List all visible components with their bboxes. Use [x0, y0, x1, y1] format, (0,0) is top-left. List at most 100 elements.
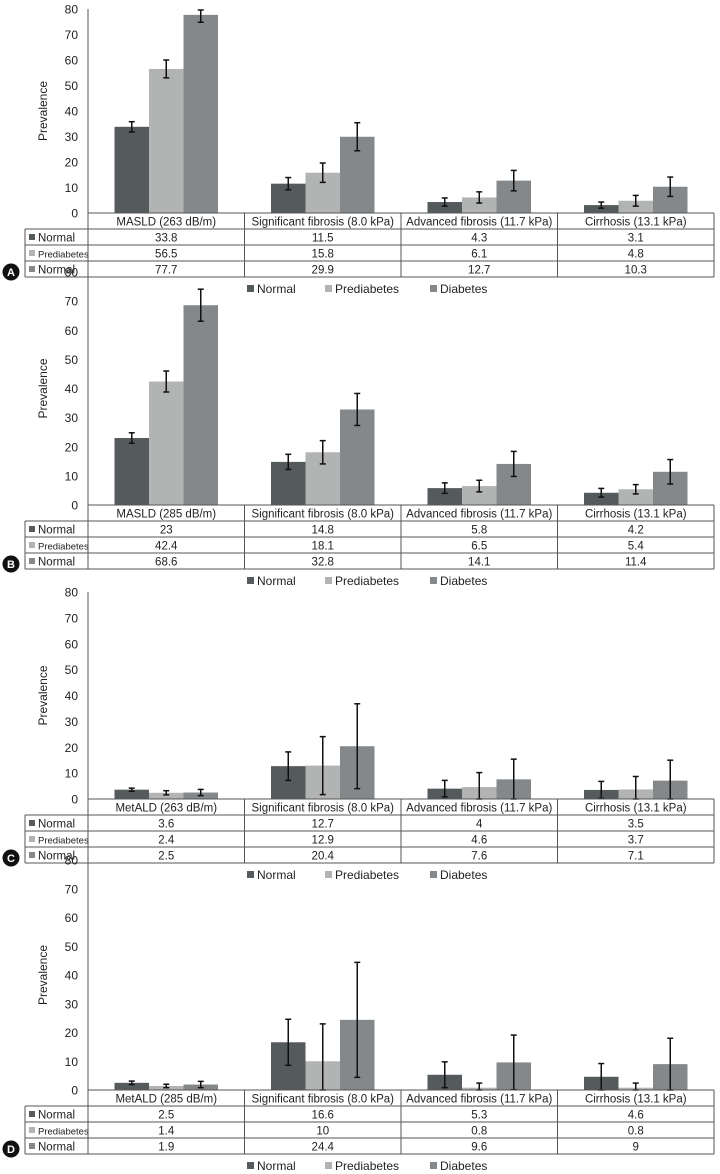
legend-swatch-diabetes: [430, 577, 437, 584]
category-label: Significant fibrosis (8.0 kPa): [251, 1094, 394, 1106]
data-value-label: 3.7: [628, 835, 644, 847]
category-label: MetALD (285 dB/m): [115, 1094, 217, 1106]
chart-panel-c: 0 10 20 30 40 50 60 70 80 Prevalence MetALD (263 d…: [2, 586, 715, 882]
error-bar: [163, 59, 170, 79]
data-value-label: 5.4: [628, 541, 645, 553]
category-label: Significant fibrosis (8.0 kPa): [251, 217, 394, 229]
y-tick-label: 40: [65, 689, 79, 703]
y-tick-label: 0: [71, 793, 78, 807]
error-bar: [476, 479, 483, 493]
data-value-label: 1.9: [158, 1142, 174, 1154]
legend-item-prediabetes: Prediabetes: [335, 574, 399, 588]
data-value-label: 29.9: [312, 265, 334, 277]
y-tick-label: 30: [65, 715, 79, 729]
legend-item-normal: Normal: [257, 868, 296, 882]
bar-prediabetes: [462, 486, 497, 505]
legend-swatch-prediabetes: [325, 285, 332, 292]
error-bar: [441, 779, 448, 798]
bar-normal: [584, 205, 619, 213]
data-table: MASLD (285 dB/m) Significant fibrosis (8.…: [24, 504, 715, 570]
legend-swatch-prediabetes: [325, 871, 332, 878]
y-tick-label: 80: [65, 586, 79, 600]
y-tick-label: 20: [65, 1026, 79, 1040]
panel-label-badge: [2, 1140, 20, 1158]
panel-label-b: B: [2, 555, 20, 573]
category-label: MASLD (263 dB/m): [116, 217, 216, 229]
legend-item-prediabetes: Prediabetes: [335, 1159, 399, 1173]
y-axis-title: Prevalence: [36, 81, 50, 141]
data-value-label: 3.6: [158, 819, 174, 831]
y-tick-label: 60: [65, 54, 79, 68]
bar-normal: [114, 1082, 149, 1090]
category-label: Advanced fibrosis (11.7 kPa): [406, 803, 552, 815]
legend-key-prediabetes: [29, 542, 35, 548]
bar-normal: [427, 488, 462, 505]
row-label: Normal: [38, 525, 75, 537]
panel-label-text: A: [7, 267, 15, 279]
error-bar: [128, 787, 135, 792]
data-value-label: 5.3: [471, 1110, 487, 1122]
bar-normal: [114, 438, 149, 505]
data-value-label: 12.7: [312, 819, 334, 831]
legend-item-prediabetes: Prediabetes: [335, 868, 399, 882]
error-bar: [354, 121, 361, 152]
category-label: Cirrhosis (13.1 kPa): [585, 803, 687, 815]
legend-key-prediabetes: [29, 250, 35, 256]
legend: Normal Prediabetes Diabetes: [247, 1159, 487, 1173]
legend-key-diabetes: [29, 558, 35, 564]
category-label: Advanced fibrosis (11.7 kPa): [406, 509, 552, 521]
data-value-label: 9: [633, 1142, 639, 1154]
data-value-label: 14.1: [468, 557, 490, 569]
data-value-label: 77.7: [155, 265, 177, 277]
data-value-label: 3.5: [628, 819, 644, 831]
data-value-label: 3.1: [628, 233, 644, 245]
panel-label-text: B: [7, 559, 15, 571]
category-label: MASLD (285 dB/m): [116, 509, 216, 521]
data-value-label: 2.4: [158, 835, 175, 847]
category-label: Cirrhosis (13.1 kPa): [585, 217, 687, 229]
y-tick-label: 30: [65, 411, 79, 425]
legend-item-diabetes: Diabetes: [440, 282, 487, 296]
category-label: Cirrhosis (13.1 kPa): [585, 1094, 687, 1106]
data-value-label: 4.2: [628, 525, 644, 537]
data-value-label: 10: [316, 1126, 329, 1138]
error-bar: [354, 392, 361, 427]
category-label: Advanced fibrosis (11.7 kPa): [406, 1094, 552, 1106]
data-value-label: 42.4: [155, 541, 178, 553]
y-axis-title: Prevalence: [36, 945, 50, 1005]
y-tick-label: 70: [65, 295, 79, 309]
legend-item-prediabetes: Prediabetes: [335, 282, 399, 296]
y-tick-label: 20: [65, 741, 79, 755]
y-tick-label: 80: [65, 854, 79, 868]
data-value-label: 4.8: [628, 249, 644, 261]
error-bar: [128, 432, 135, 445]
legend-key-normal: [29, 526, 35, 532]
row-label: Normal: [38, 557, 75, 569]
y-tick-label: 40: [65, 969, 79, 983]
legend-key-diabetes: [29, 852, 35, 858]
data-value-label: 68.6: [155, 557, 177, 569]
error-bar: [197, 288, 204, 322]
data-value-label: 15.8: [312, 249, 334, 261]
error-bar: [285, 176, 292, 191]
data-value-label: 14.8: [312, 525, 334, 537]
y-tick-label: 0: [71, 499, 78, 513]
row-label: Normal: [38, 1142, 75, 1154]
error-bar: [197, 9, 204, 24]
error-bar: [354, 703, 361, 790]
y-axis-title: Prevalence: [36, 665, 50, 725]
error-bar: [128, 120, 135, 133]
error-bar: [163, 370, 170, 393]
bar-normal: [584, 492, 619, 505]
bar-diabetes: [183, 305, 218, 505]
error-bar: [128, 1080, 135, 1086]
data-value-label: 1.4: [158, 1126, 175, 1138]
bar-prediabetes: [462, 197, 497, 213]
data-value-label: 11.5: [312, 233, 334, 245]
data-value-label: 20.4: [312, 851, 335, 863]
error-bar: [163, 1083, 170, 1089]
data-value-label: 0.8: [471, 1126, 487, 1138]
data-value-label: 12.9: [312, 835, 334, 847]
category-label: Cirrhosis (13.1 kPa): [585, 509, 687, 521]
category-label: Significant fibrosis (8.0 kPa): [251, 509, 394, 521]
